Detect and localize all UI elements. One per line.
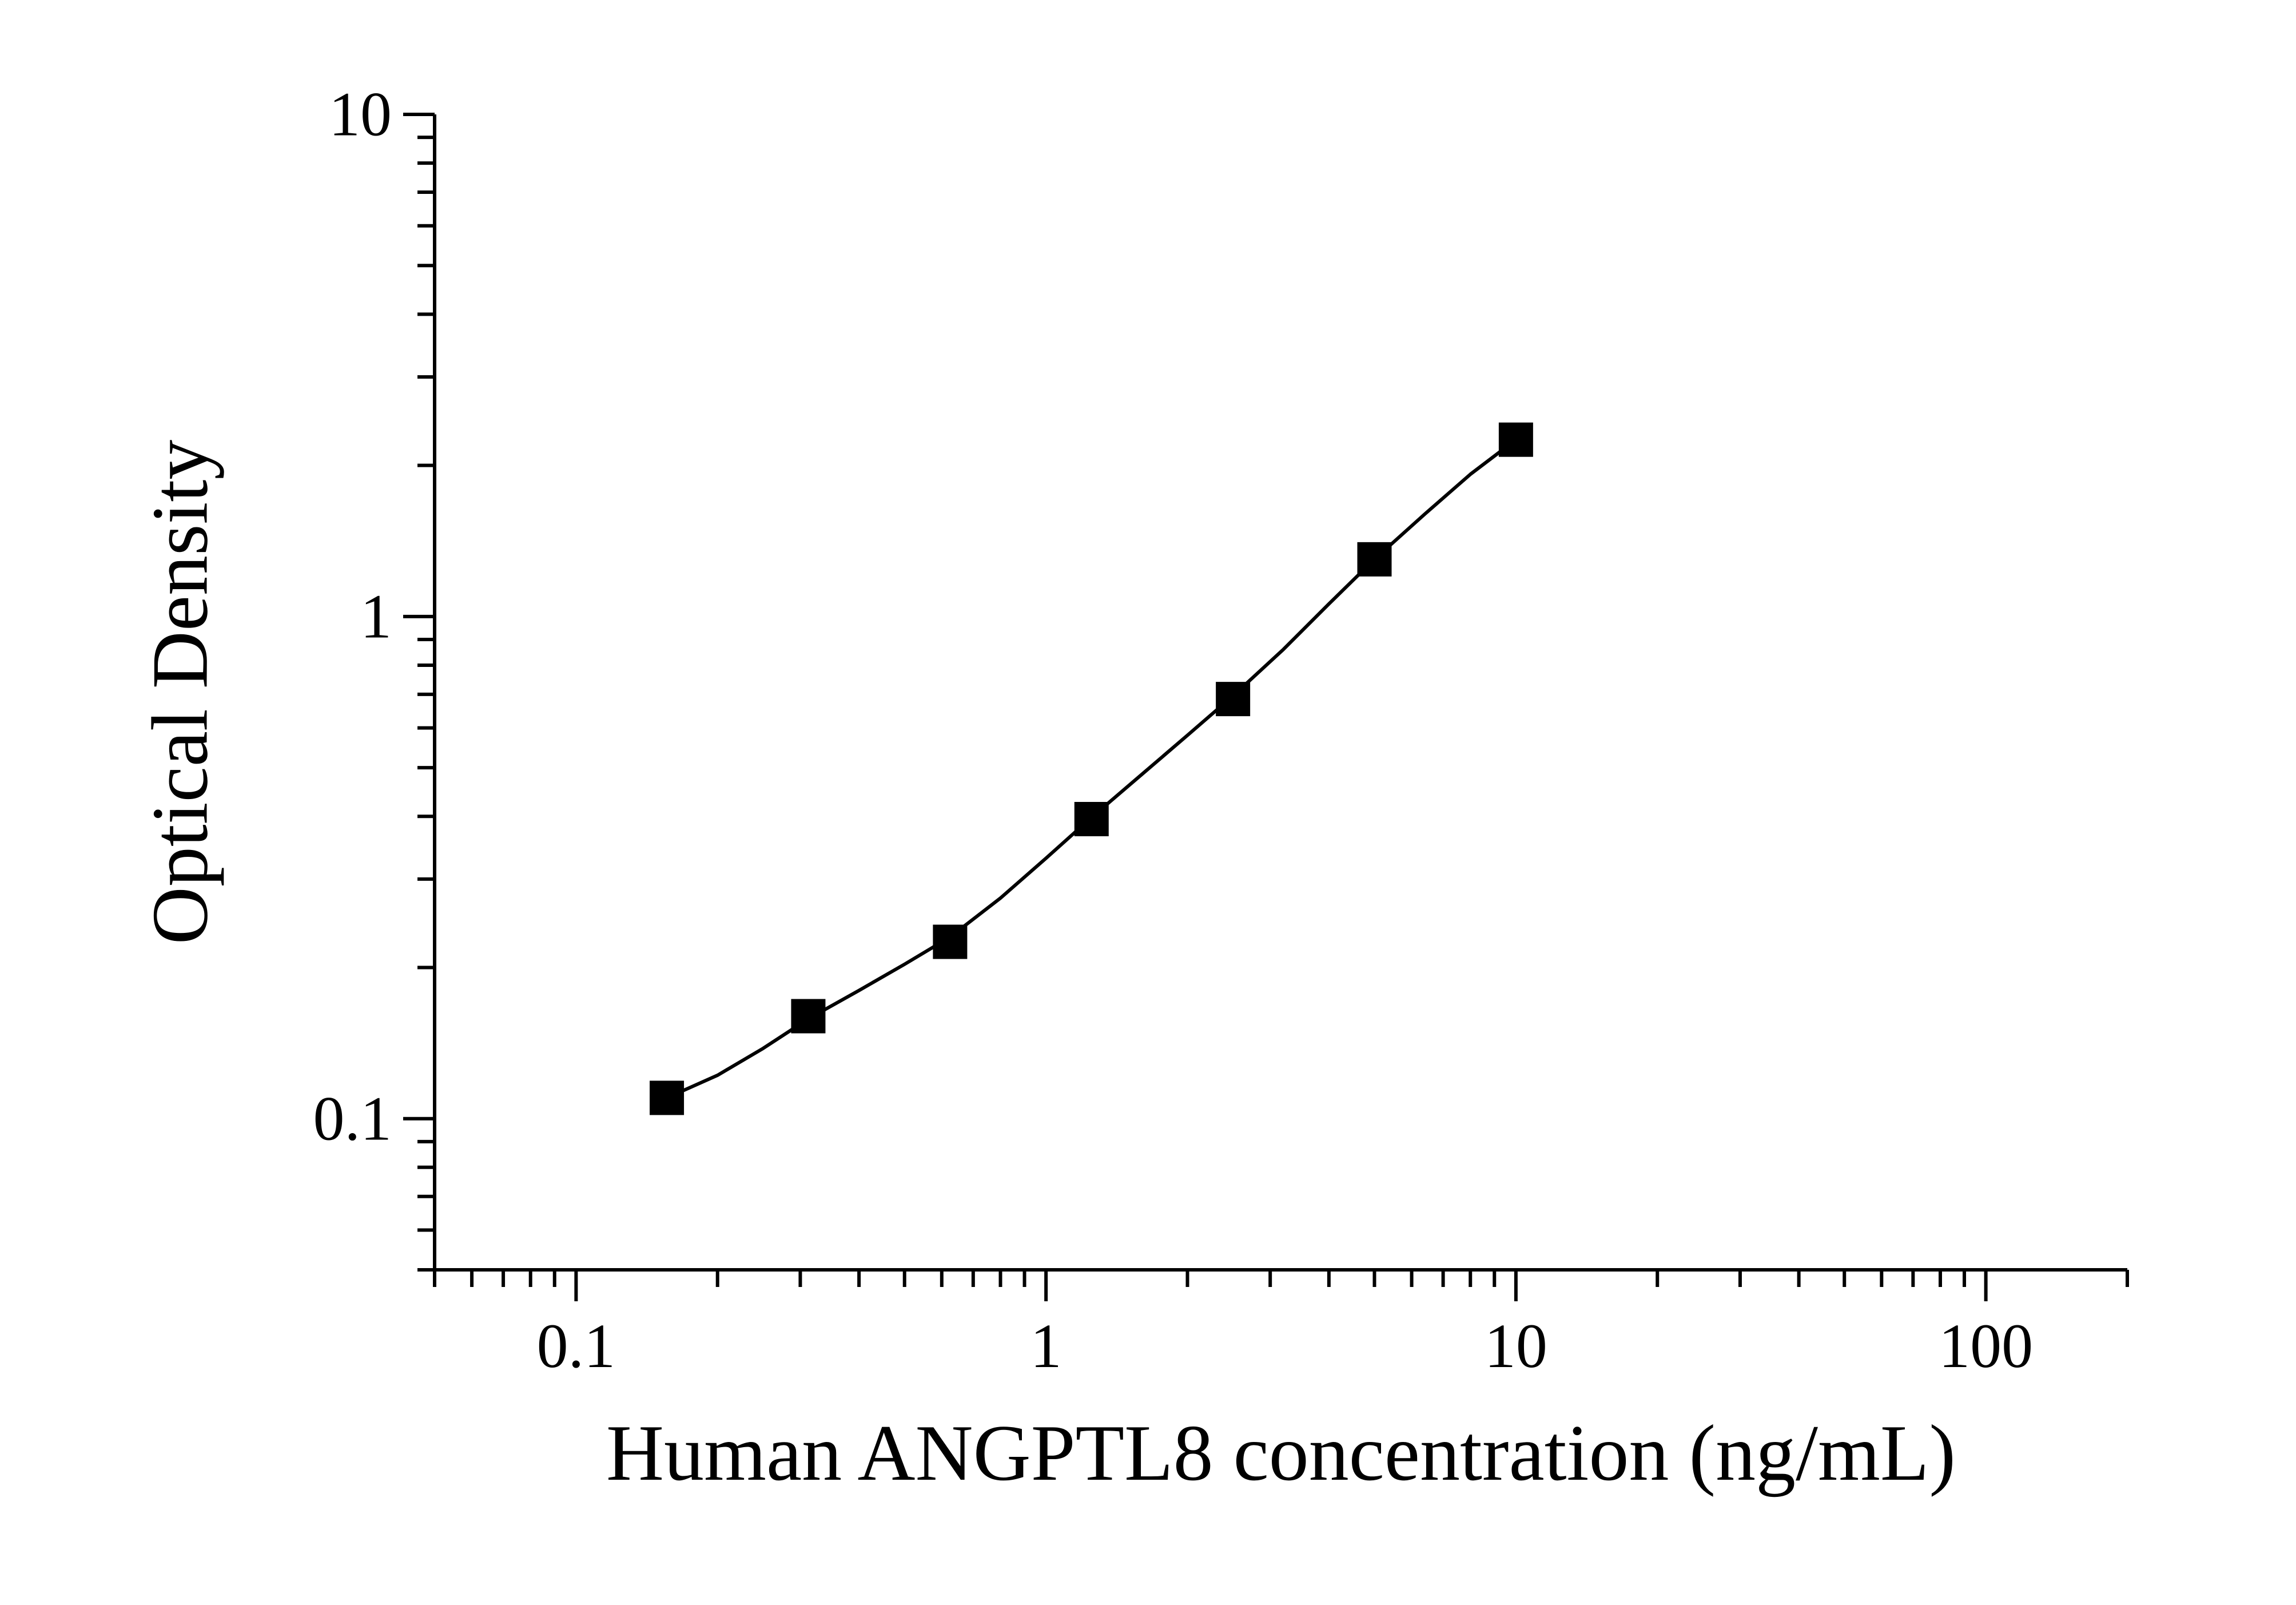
- chart-container: Optical Density Human ANGPTL8 concentrat…: [0, 0, 2296, 1605]
- y-tick-label: 1: [360, 580, 392, 653]
- x-tick-label: 1: [1030, 1310, 1062, 1382]
- data-marker: [650, 1080, 684, 1115]
- y-tick-label: 0.1: [313, 1082, 392, 1155]
- data-marker: [1075, 802, 1109, 836]
- x-axis-label: Human ANGPTL8 concentration (ng/mL): [606, 1407, 1956, 1499]
- data-marker: [1358, 542, 1392, 577]
- y-axis-label: Optical Density: [134, 440, 226, 945]
- x-tick-label: 0.1: [537, 1310, 616, 1382]
- data-marker: [1499, 423, 1533, 457]
- x-tick-label: 100: [1939, 1310, 2033, 1382]
- data-marker: [1216, 682, 1250, 716]
- x-tick-label: 10: [1485, 1310, 1547, 1382]
- y-tick-label: 10: [329, 78, 392, 151]
- data-marker: [933, 925, 967, 959]
- data-marker: [791, 999, 825, 1034]
